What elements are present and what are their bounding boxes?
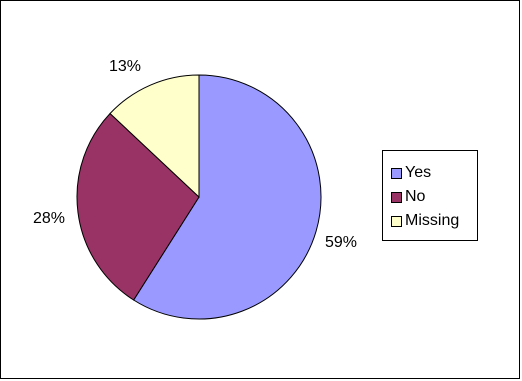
legend-item-yes: Yes: [391, 163, 431, 183]
legend-swatch-yes: [391, 167, 402, 179]
legend-label-no: No: [405, 188, 426, 205]
pie-slice-missing: [109, 74, 200, 199]
pie-slice-yes: [132, 74, 322, 320]
legend-item-no: No: [391, 187, 425, 207]
legend: Yes No Missing: [382, 150, 478, 241]
slice-label-yes: 59%: [325, 234, 357, 251]
legend-label-yes: Yes: [405, 164, 432, 181]
legend-swatch-no: [391, 191, 402, 203]
pie-slice-no: [76, 112, 200, 301]
slice-label-no: 28%: [33, 210, 65, 227]
legend-label-missing: Missing: [405, 212, 460, 229]
slice-label-missing: 13%: [109, 58, 141, 75]
legend-swatch-missing: [391, 215, 402, 227]
legend-item-missing: Missing: [391, 211, 459, 231]
